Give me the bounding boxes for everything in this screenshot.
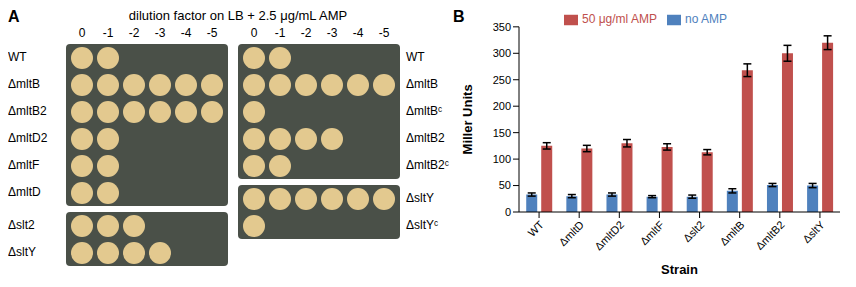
html-text:A: A bbox=[8, 8, 20, 25]
html-text:-5: -5 bbox=[206, 26, 218, 40]
html-text:-1: -1 bbox=[102, 26, 114, 40]
svg-text:ΔmltD2: ΔmltD2 bbox=[592, 218, 626, 252]
svg-text:100: 100 bbox=[493, 153, 511, 165]
html-text:-3: -3 bbox=[326, 26, 338, 40]
html-text:Δslt2: Δslt2 bbox=[8, 218, 35, 232]
svg-text:WT: WT bbox=[525, 218, 546, 239]
html-text:0: 0 bbox=[250, 26, 258, 40]
html-text:WT: WT bbox=[8, 50, 27, 64]
html-text:-1: -1 bbox=[274, 26, 286, 40]
svg-text:ΔmltF: ΔmltF bbox=[638, 218, 667, 247]
html-text:ΔmltBᶜ: ΔmltBᶜ bbox=[406, 104, 443, 118]
html-text:dilution factor on LB + 2.5 μg: dilution factor on LB + 2.5 μg/mL AMP bbox=[128, 8, 348, 23]
html-text:WT: WT bbox=[406, 50, 425, 64]
html-text:-2: -2 bbox=[128, 26, 140, 40]
html-text:-4: -4 bbox=[180, 26, 192, 40]
html-text:-4: -4 bbox=[352, 26, 364, 40]
svg-text:ΔmltB2: ΔmltB2 bbox=[753, 218, 787, 252]
html-text:ΔmltB: ΔmltB bbox=[406, 77, 438, 91]
html-text:-3: -3 bbox=[154, 26, 166, 40]
svg-text:150: 150 bbox=[493, 127, 511, 139]
html-text:-2: -2 bbox=[300, 26, 312, 40]
html-text:ΔsltY: ΔsltY bbox=[8, 245, 36, 259]
html-text:ΔmltB: ΔmltB bbox=[8, 77, 40, 91]
html-text:ΔmltB2: ΔmltB2 bbox=[8, 104, 47, 118]
html-text:ΔmltB2ᶜ: ΔmltB2ᶜ bbox=[406, 158, 449, 172]
html-text:ΔmltD2: ΔmltD2 bbox=[8, 131, 48, 145]
svg-text:ΔmltB: ΔmltB bbox=[717, 218, 746, 247]
svg-text:0: 0 bbox=[505, 206, 511, 218]
svg-text:Δslt2: Δslt2 bbox=[681, 218, 707, 244]
html-text:-5: -5 bbox=[378, 26, 390, 40]
html-text:ΔmltD: ΔmltD bbox=[8, 185, 41, 199]
svg-text:ΔmltD: ΔmltD bbox=[556, 218, 586, 248]
html-text:50 μg/ml AMP: 50 μg/ml AMP bbox=[582, 12, 657, 26]
svg-text:200: 200 bbox=[493, 100, 511, 112]
svg-text:Strain: Strain bbox=[661, 262, 698, 277]
html-text:ΔmltB2: ΔmltB2 bbox=[406, 131, 445, 145]
html-text:B: B bbox=[453, 8, 465, 25]
svg-text:250: 250 bbox=[493, 74, 511, 86]
html-text:0: 0 bbox=[78, 26, 86, 40]
svg-text:50: 50 bbox=[499, 179, 511, 191]
html-text:ΔsltYᶜ: ΔsltYᶜ bbox=[406, 218, 439, 232]
svg-text:350: 350 bbox=[493, 21, 511, 33]
svg-text:Miller Units: Miller Units bbox=[460, 84, 475, 154]
svg-text:ΔsltY: ΔsltY bbox=[800, 218, 827, 245]
html-text:ΔsltY: ΔsltY bbox=[406, 191, 434, 205]
html-text:no AMP: no AMP bbox=[685, 12, 727, 26]
svg-text:300: 300 bbox=[493, 47, 511, 59]
html-text:ΔmltF: ΔmltF bbox=[8, 158, 40, 172]
